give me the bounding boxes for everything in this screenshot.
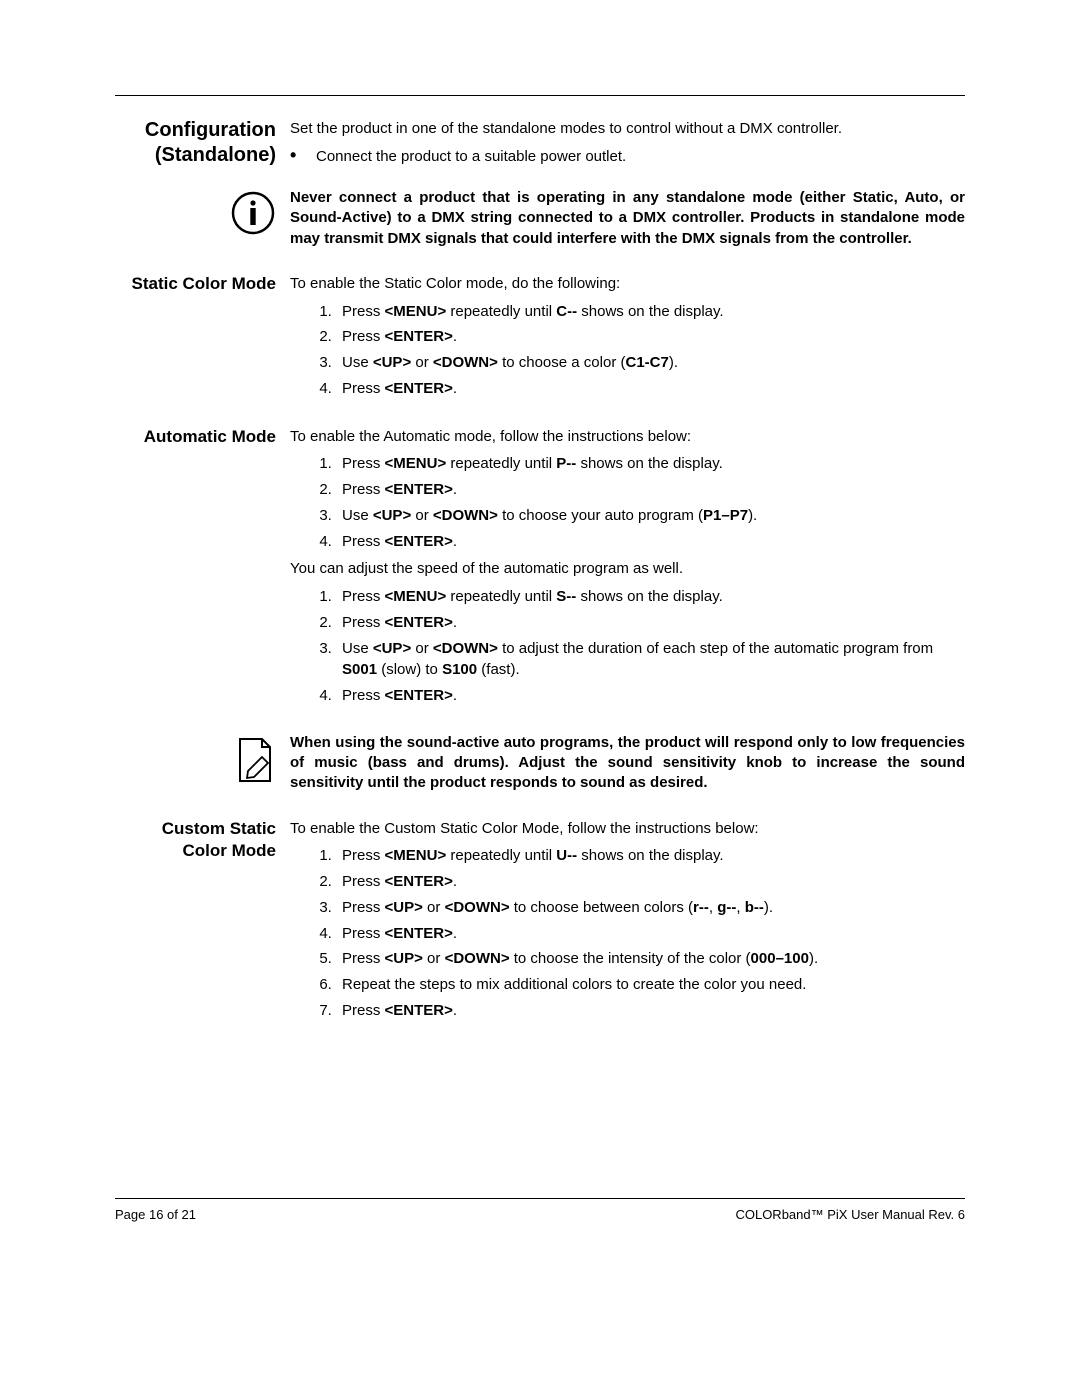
note-icon — [234, 735, 276, 785]
custom-steps: Press <MENU> repeatedly until U-- shows … — [290, 845, 965, 1021]
list-item: Press <MENU> repeatedly until P-- shows … — [336, 453, 965, 475]
list-item: Press <UP> or <DOWN> to choose the inten… — [336, 948, 965, 970]
list-item: Press <MENU> repeatedly until S-- shows … — [336, 586, 965, 608]
static-steps: Press <MENU> repeatedly until C-- shows … — [290, 301, 965, 400]
auto-speed-steps: Press <MENU> repeatedly until S-- shows … — [290, 586, 965, 707]
heading-custom: Custom Static Color Mode — [115, 818, 290, 1028]
auto-steps: Press <MENU> repeatedly until P-- shows … — [290, 453, 965, 552]
config-bullet-row: • Connect the product to a suitable powe… — [290, 146, 965, 168]
list-item: Use <UP> or <DOWN> to adjust the duratio… — [336, 638, 965, 682]
auto-speed-intro: You can adjust the speed of the automati… — [290, 558, 965, 580]
manual-page: Configuration (Standalone) Set the produ… — [0, 0, 1080, 1397]
warning-block-2: When using the sound-active auto program… — [115, 733, 965, 794]
custom-heading-l2: Color Mode — [183, 841, 277, 860]
section-static: Static Color Mode To enable the Static C… — [115, 273, 965, 406]
top-rule — [115, 95, 965, 96]
list-item: Press <ENTER>. — [336, 612, 965, 634]
list-item: Use <UP> or <DOWN> to choose a color (C1… — [336, 352, 965, 374]
custom-heading-l1: Custom Static — [162, 819, 276, 838]
heading-auto: Automatic Mode — [115, 426, 290, 713]
custom-intro: To enable the Custom Static Color Mode, … — [290, 818, 965, 840]
list-item: Press <MENU> repeatedly until C-- shows … — [336, 301, 965, 323]
footer-page: Page 16 of 21 — [115, 1207, 196, 1222]
section-configuration: Configuration (Standalone) Set the produ… — [115, 118, 965, 168]
heading-line-1: Configuration — [145, 119, 276, 141]
page-footer: Page 16 of 21 COLORband™ PiX User Manual… — [115, 1198, 965, 1222]
list-item: Press <ENTER>. — [336, 871, 965, 893]
warning-text-1: Never connect a product that is operatin… — [290, 188, 965, 249]
static-intro: To enable the Static Color mode, do the … — [290, 273, 965, 295]
list-item: Press <MENU> repeatedly until U-- shows … — [336, 845, 965, 867]
auto-intro: To enable the Automatic mode, follow the… — [290, 426, 965, 448]
body-custom: To enable the Custom Static Color Mode, … — [290, 818, 965, 1028]
config-intro: Set the product in one of the standalone… — [290, 118, 965, 140]
section-auto: Automatic Mode To enable the Automatic m… — [115, 426, 965, 713]
list-item: Press <ENTER>. — [336, 685, 965, 707]
body-static: To enable the Static Color mode, do the … — [290, 273, 965, 406]
info-icon — [230, 190, 276, 236]
heading-line-2: (Standalone) — [155, 144, 276, 166]
heading-configuration: Configuration (Standalone) — [115, 118, 290, 168]
warning-text-2: When using the sound-active auto program… — [290, 733, 965, 794]
warning-block-1: Never connect a product that is operatin… — [115, 188, 965, 249]
list-item: Press <ENTER>. — [336, 531, 965, 553]
body-auto: To enable the Automatic mode, follow the… — [290, 426, 965, 713]
list-item: Repeat the steps to mix additional color… — [336, 974, 965, 996]
list-item: Press <ENTER>. — [336, 378, 965, 400]
list-item: Use <UP> or <DOWN> to choose your auto p… — [336, 505, 965, 527]
footer-doc: COLORband™ PiX User Manual Rev. 6 — [735, 1207, 965, 1222]
list-item: Press <UP> or <DOWN> to choose between c… — [336, 897, 965, 919]
section-custom: Custom Static Color Mode To enable the C… — [115, 818, 965, 1028]
list-item: Press <ENTER>. — [336, 1000, 965, 1022]
list-item: Press <ENTER>. — [336, 326, 965, 348]
list-item: Press <ENTER>. — [336, 479, 965, 501]
body-configuration: Set the product in one of the standalone… — [290, 118, 965, 168]
list-item: Press <ENTER>. — [336, 923, 965, 945]
bullet-dot: • — [290, 146, 316, 166]
warning-icon-cell — [115, 188, 290, 249]
note-icon-cell — [115, 733, 290, 794]
config-bullet-text: Connect the product to a suitable power … — [316, 146, 965, 168]
heading-static: Static Color Mode — [115, 273, 290, 406]
